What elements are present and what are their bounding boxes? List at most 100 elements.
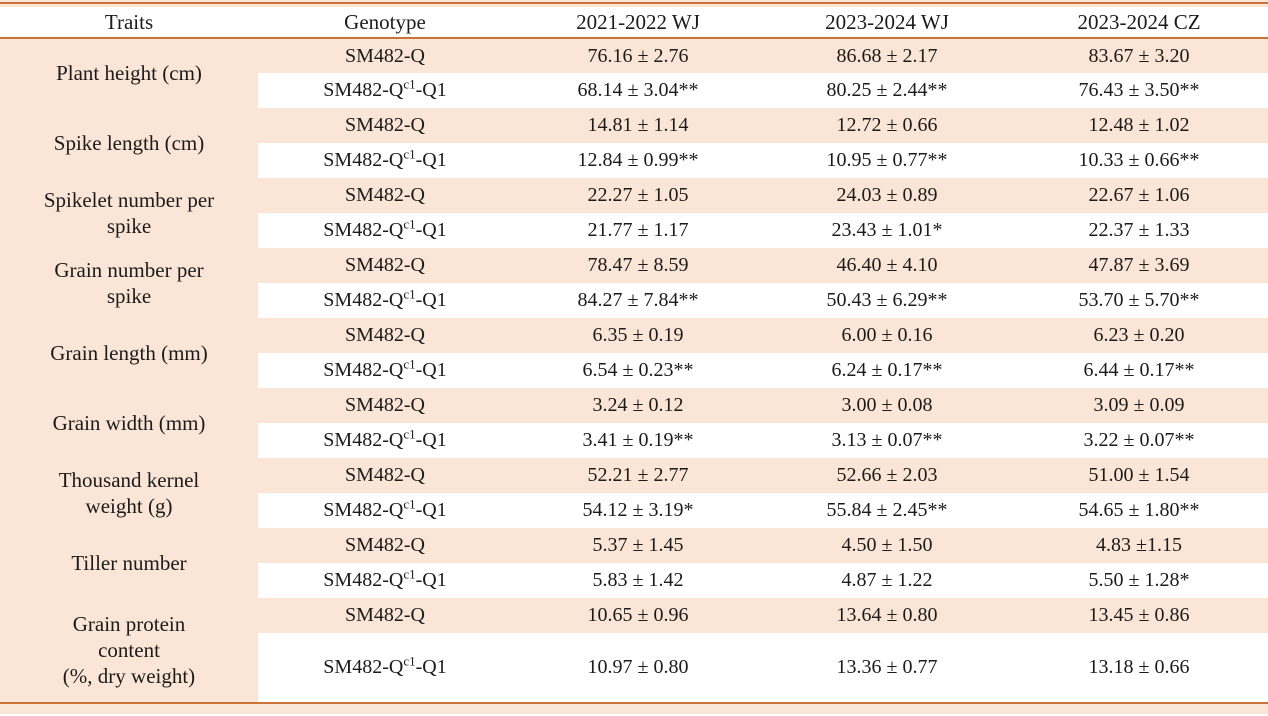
table-row: Grain number per spike SM482-Q 78.47 ± 8.59… (0, 248, 1268, 318)
trait-cell: Tiller number (0, 528, 258, 598)
trait-cell: Thousand kernel weight (g) (0, 458, 258, 528)
genotype-text: SM482-Q (344, 114, 425, 136)
genotype-superscript: c1 (403, 496, 416, 512)
table-row: Thousand kernel weight (g) SM482-Q 52.21 ± … (0, 458, 1268, 528)
value-cell: 47.87 ± 3.69 (1010, 248, 1268, 283)
value-cell: 10.95 ± 0.77** (764, 143, 1010, 178)
value-cell: 53.70 ± 5.70** (1010, 283, 1268, 318)
table-row: Grain length (mm) SM482-Q 6.35 ± 0.19 6.00 … (0, 318, 1268, 388)
value-cell: 6.54 ± 0.23** (512, 353, 764, 388)
header-row: Traits Genotype 2021-2022 WJ 2023-2024 W… (0, 7, 1268, 39)
genotype-cell: SM482-Q (258, 458, 512, 493)
trait-label-line: Grain number per (54, 257, 204, 282)
genotype-cell: SM482-Q (258, 38, 512, 73)
genotype-text: -Q1 (415, 656, 447, 678)
genotype-cell: SM482-Qc1-Q1 (258, 493, 512, 528)
value-cell: 55.84 ± 2.45** (764, 493, 1010, 528)
genotype-text: SM482-Q (344, 324, 425, 346)
table-row: Spike length (cm) SM482-Q 14.81 ± 1.14 12.7… (0, 108, 1268, 178)
value-cell: 80.25 ± 2.44** (764, 73, 1010, 108)
table-row: SM482-Qc1-Q1 84.27 ± 7.84** 50.43 ± 6.29**… (0, 283, 1268, 318)
genotype-text: -Q1 (415, 359, 447, 381)
trait-label-line: Thousand kernel (58, 467, 200, 492)
table-row: SM482-Qc1-Q1 6.54 ± 0.23** 6.24 ± 0.17** 6.… (0, 353, 1268, 388)
value-cell: 3.09 ± 0.09 (1010, 388, 1268, 423)
trait-label-line: Grain protein (72, 611, 186, 636)
value-cell: 51.00 ± 1.54 (1010, 458, 1268, 493)
table-row: SM482-Qc1-Q1 5.83 ± 1.42 4.87 ± 1.22 5.50 ±… (0, 563, 1268, 598)
value-cell: 4.83 ±1.15 (1010, 528, 1268, 563)
value-cell: 24.03 ± 0.89 (764, 178, 1010, 213)
genotype-superscript: c1 (403, 286, 416, 302)
trait-label-line: weight (g) (85, 494, 173, 518)
value-cell: 6.35 ± 0.19 (512, 318, 764, 353)
trait-cell: Grain protein content (%, dry weight) (0, 598, 258, 702)
value-cell: 4.50 ± 1.50 (764, 528, 1010, 563)
trait-label-line: Tiller number (71, 550, 187, 575)
genotype-text: SM482-Q (344, 604, 425, 626)
value-cell: 50.43 ± 6.29** (764, 283, 1010, 318)
genotype-superscript: c1 (403, 216, 416, 232)
genotype-text: SM482-Q (323, 499, 404, 521)
value-cell: 3.24 ± 0.12 (512, 388, 764, 423)
value-cell: 3.00 ± 0.08 (764, 388, 1010, 423)
value-cell: 13.18 ± 0.66 (1010, 633, 1268, 702)
genotype-cell: SM482-Qc1-Q1 (258, 633, 512, 702)
genotype-superscript: c1 (403, 566, 416, 582)
table-row: Tiller number SM482-Q 5.37 ± 1.45 4.50 ± 1.… (0, 528, 1268, 598)
trait-cell: Grain width (mm) (0, 388, 258, 458)
value-cell: 22.67 ± 1.06 (1010, 178, 1268, 213)
trait-cell: Grain number per spike (0, 248, 258, 318)
trait-cell: Plant height (cm) (0, 38, 258, 108)
genotype-cell: SM482-Qc1-Q1 (258, 143, 512, 178)
trait-cell: Spikelet number per spike (0, 178, 258, 248)
genotype-text: -Q1 (415, 149, 447, 171)
value-cell: 10.65 ± 0.96 (512, 598, 764, 633)
genotype-cell: SM482-Q (258, 108, 512, 143)
trait-label-line: Spike length (cm) (53, 130, 205, 155)
value-cell: 10.33 ± 0.66** (1010, 143, 1268, 178)
value-cell: 3.41 ± 0.19** (512, 423, 764, 458)
trait-label-line: content (98, 637, 160, 662)
trait-label-line: Plant height (cm) (56, 61, 202, 86)
column-header-genotype: Genotype (258, 7, 512, 39)
bottom-rule (0, 702, 1268, 704)
value-cell: 46.40 ± 4.10 (764, 248, 1010, 283)
genotype-cell: SM482-Q (258, 528, 512, 563)
value-cell: 13.45 ± 0.86 (1010, 598, 1268, 633)
value-cell: 54.12 ± 3.19* (512, 493, 764, 528)
value-cell: 13.36 ± 0.77 (764, 633, 1010, 702)
value-cell: 23.43 ± 1.01* (764, 213, 1010, 248)
value-cell: 76.43 ± 3.50** (1010, 73, 1268, 108)
table-row: Grain protein content (%, dry weight) SM482… (0, 598, 1268, 702)
genotype-cell: SM482-Qc1-Q1 (258, 353, 512, 388)
top-margin-strip (0, 0, 1268, 2)
value-cell: 6.44 ± 0.17** (1010, 353, 1268, 388)
value-cell: 12.72 ± 0.66 (764, 108, 1010, 143)
genotype-cell: SM482-Q (258, 178, 512, 213)
table-row: SM482-Qc1-Q1 54.12 ± 3.19* 55.84 ± 2.45** 5… (0, 493, 1268, 528)
column-header-2023-2024-cz: 2023-2024 CZ (1010, 7, 1268, 39)
genotype-text: SM482-Q (344, 44, 425, 67)
traits-table: Traits Genotype 2021-2022 WJ 2023-2024 W… (0, 7, 1268, 702)
column-header-traits: Traits (0, 7, 258, 39)
genotype-text: SM482-Q (323, 429, 404, 451)
genotype-text: SM482-Q (344, 184, 425, 206)
genotype-text: SM482-Q (323, 656, 404, 678)
table-row: Grain width (mm) SM482-Q 3.24 ± 0.12 3.00 ±… (0, 388, 1268, 458)
trait-label-line: Grain width (mm) (52, 410, 206, 435)
genotype-text: SM482-Q (323, 79, 404, 101)
genotype-text: SM482-Q (344, 394, 425, 416)
value-cell: 52.21 ± 2.77 (512, 458, 764, 493)
genotype-text: SM482-Q (323, 359, 404, 381)
column-header-2021-2022-wj: 2021-2022 WJ (512, 7, 764, 39)
value-cell: 21.77 ± 1.17 (512, 213, 764, 248)
top-rule-gap (0, 4, 1268, 7)
genotype-superscript: c1 (403, 356, 416, 372)
value-cell: 14.81 ± 1.14 (512, 108, 764, 143)
genotype-text: -Q1 (415, 569, 447, 591)
genotype-cell: SM482-Qc1-Q1 (258, 73, 512, 108)
genotype-text: SM482-Q (344, 464, 425, 486)
genotype-text: SM482-Q (344, 254, 425, 276)
